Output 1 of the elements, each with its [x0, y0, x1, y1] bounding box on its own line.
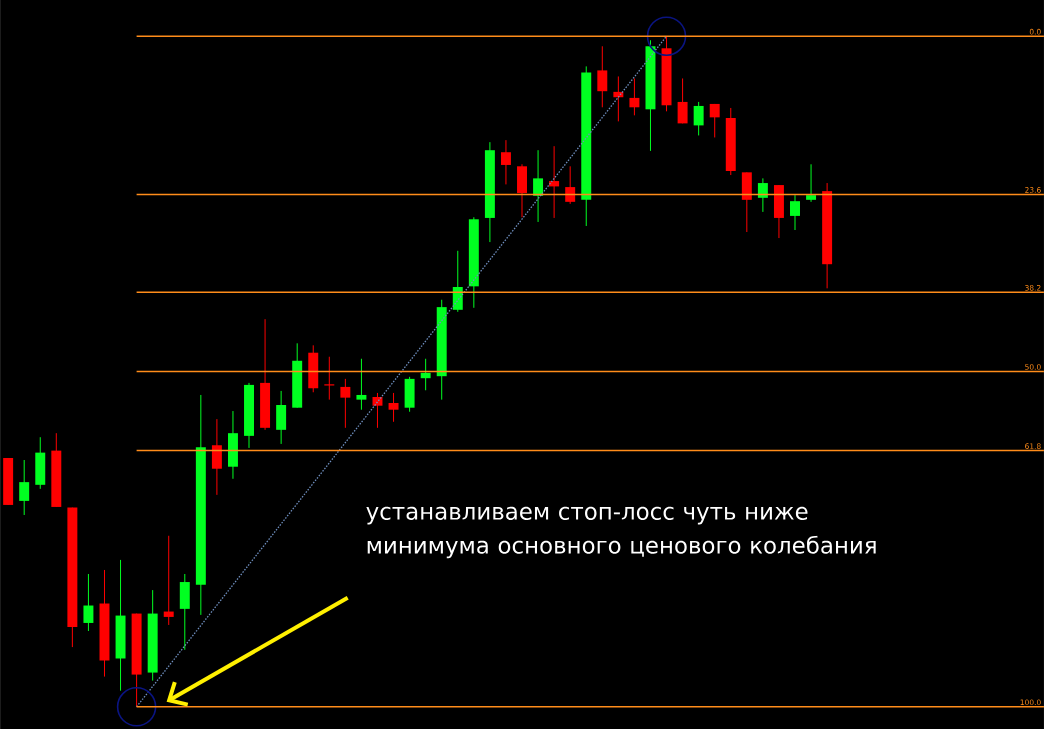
- annotation: устанавливаем стоп-лосс чуть ниже минимума основного ценового колебания: [366, 506, 876, 559]
